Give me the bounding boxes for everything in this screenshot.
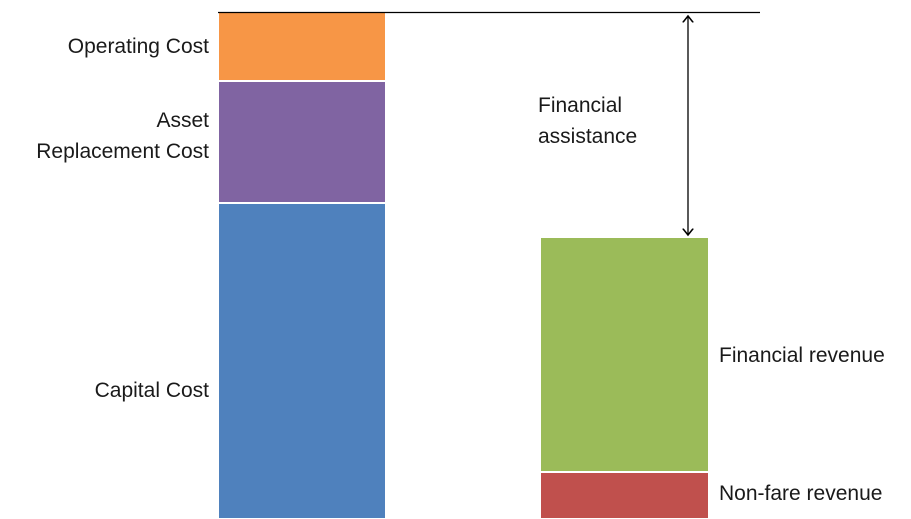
capital-cost-label: Capital Cost	[94, 379, 209, 402]
asset-replacement-cost-label: Asset Replacement Cost	[36, 109, 209, 163]
financial-revenue-label: Financial revenue	[719, 344, 885, 367]
financial-assistance-label: Financial assistance	[538, 94, 638, 148]
asset-replacement-cost-segment	[218, 81, 386, 203]
non-fare-revenue-label: Non-fare revenue	[719, 482, 883, 505]
financial-revenue-segment	[540, 237, 709, 472]
operating-cost-label: Operating Cost	[67, 35, 209, 58]
